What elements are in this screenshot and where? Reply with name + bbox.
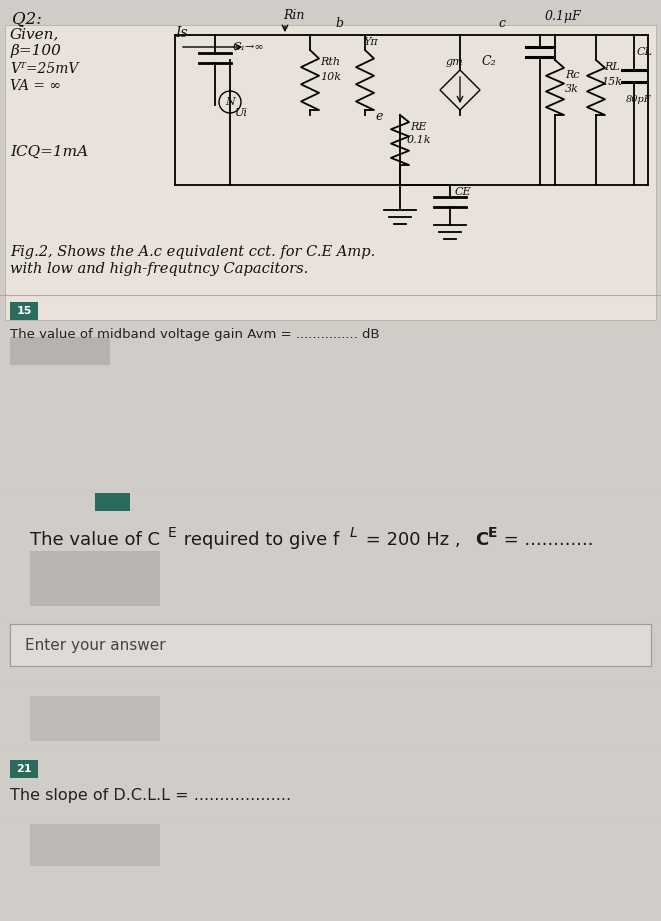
Bar [95,493,130,511]
Text: L: L [350,526,358,540]
Text: E: E [168,526,176,540]
Text: Fig.2, Shows the A.c equivalent cct. for C.E Amp.: Fig.2, Shows the A.c equivalent cct. for… [10,245,375,259]
Text: Rin: Rin [283,9,304,22]
Text: 0.1μF: 0.1μF [545,10,582,23]
Bar [10,624,651,666]
Text: Enter your answer: Enter your answer [25,637,166,652]
Text: CL: CL [637,47,653,57]
Text: C₂: C₂ [482,55,496,68]
Bar [5,25,656,320]
Text: Rc: Rc [565,70,580,80]
Text: E: E [488,526,498,540]
Text: 0.1k: 0.1k [407,135,432,145]
Text: Given,: Given, [10,27,59,41]
Text: The value of midband voltage gain Avm = ............... dB: The value of midband voltage gain Avm = … [10,328,379,341]
Bar [10,302,38,320]
Text: b: b [335,17,343,30]
Text: VA = ∞: VA = ∞ [10,79,61,93]
Bar [30,551,160,606]
Text: Vᵀ=25mV: Vᵀ=25mV [10,62,79,76]
Text: β=100: β=100 [10,44,61,58]
Text: 15k: 15k [601,77,622,87]
Text: 21: 21 [17,764,32,774]
Text: with low and high-frequtncy Capacitors.: with low and high-frequtncy Capacitors. [10,262,308,276]
Text: C: C [475,531,488,549]
Text: Rth: Rth [320,57,340,67]
Text: C₁→∞: C₁→∞ [233,42,264,52]
Text: Q2:: Q2: [12,10,42,27]
Text: Ui: Ui [235,108,248,118]
Text: = ............: = ............ [498,531,594,549]
Text: Yπ: Yπ [363,37,377,47]
Text: ICQ=1mA: ICQ=1mA [10,145,88,159]
Text: RE: RE [410,122,426,132]
Text: CE: CE [455,187,472,197]
Text: c: c [498,17,505,30]
Text: e: e [375,110,382,123]
Text: 15: 15 [17,306,32,316]
Text: 3k: 3k [565,84,579,94]
Text: gm: gm [446,57,463,67]
Bar [30,696,160,741]
Text: = 200 Hz ,: = 200 Hz , [360,531,467,549]
Text: The slope of D.C.L.L = ...................: The slope of D.C.L.L = .................… [10,788,291,803]
Text: required to give f: required to give f [178,531,339,549]
Text: 80pF: 80pF [626,95,652,104]
Bar [10,760,38,778]
Text: 10k: 10k [320,72,341,82]
Text: RL: RL [604,62,620,72]
Text: N: N [225,97,235,107]
Bar [10,337,110,365]
Bar [30,824,160,866]
Text: The value of C: The value of C [30,531,160,549]
Text: Is: Is [175,26,188,40]
